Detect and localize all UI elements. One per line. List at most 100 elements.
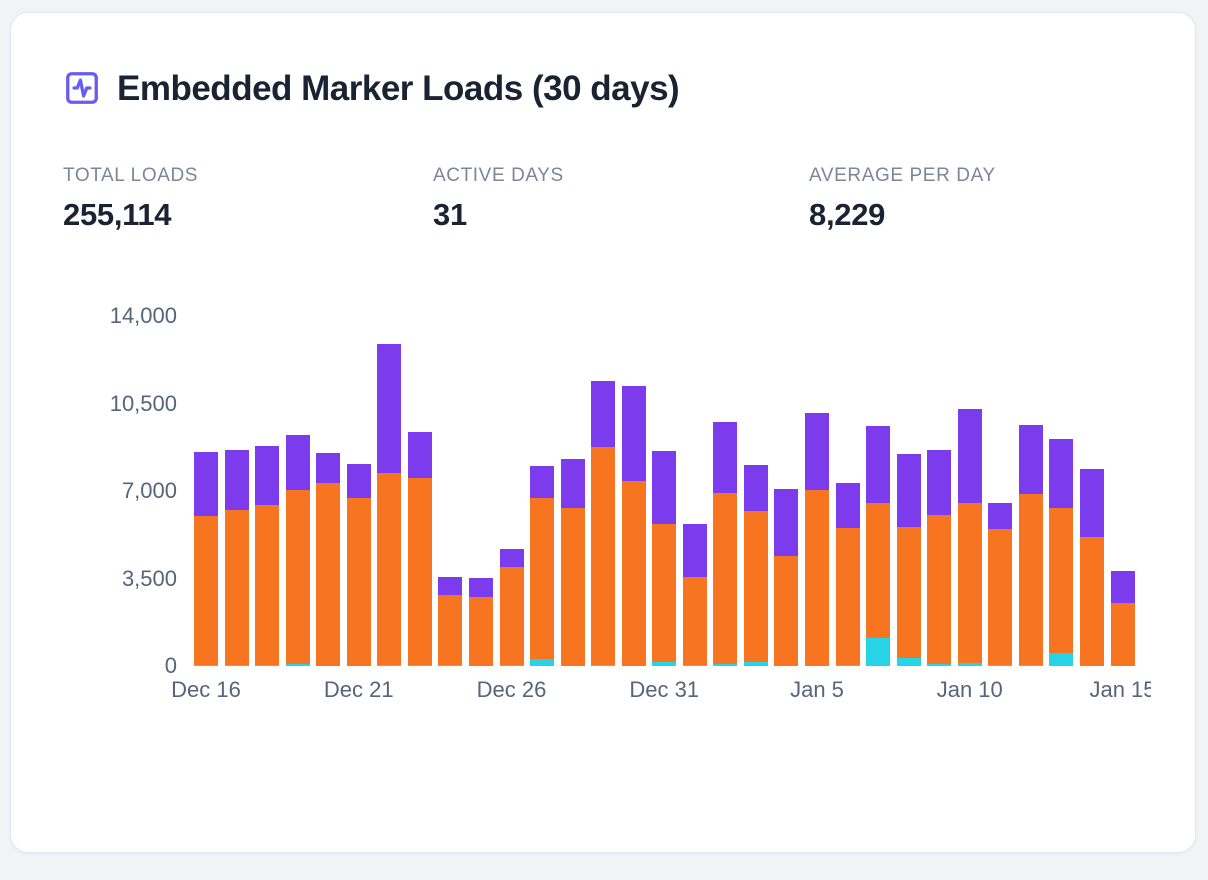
purple-segment[interactable] <box>407 432 432 478</box>
cyan-segment[interactable] <box>438 665 463 666</box>
cyan-segment[interactable] <box>866 638 891 666</box>
orange-segment[interactable] <box>682 577 707 665</box>
purple-segment[interactable] <box>1049 439 1074 508</box>
bar-jan-11[interactable] <box>988 502 1013 666</box>
orange-segment[interactable] <box>438 595 463 665</box>
purple-segment[interactable] <box>499 549 524 567</box>
bar-dec-24[interactable] <box>438 577 463 666</box>
bar-jan-7[interactable] <box>866 425 891 666</box>
purple-segment[interactable] <box>1018 425 1043 494</box>
cyan-segment[interactable] <box>652 661 677 666</box>
bar-dec-22[interactable] <box>377 343 402 666</box>
cyan-segment[interactable] <box>682 664 707 666</box>
orange-segment[interactable] <box>988 529 1013 665</box>
purple-segment[interactable] <box>652 451 677 525</box>
cyan-segment[interactable] <box>713 664 738 666</box>
purple-segment[interactable] <box>224 450 249 510</box>
purple-segment[interactable] <box>591 381 616 447</box>
cyan-segment[interactable] <box>285 664 310 666</box>
purple-segment[interactable] <box>713 422 738 493</box>
orange-segment[interactable] <box>621 481 646 666</box>
bar-dec-18[interactable] <box>255 446 280 666</box>
bar-dec-25[interactable] <box>468 578 493 666</box>
orange-segment[interactable] <box>591 447 616 666</box>
cyan-segment[interactable] <box>591 665 616 666</box>
cyan-segment[interactable] <box>407 664 432 666</box>
purple-segment[interactable] <box>316 452 341 483</box>
bar-jan-9[interactable] <box>927 450 952 666</box>
bar-dec-26[interactable] <box>499 549 524 666</box>
bar-jan-5[interactable] <box>805 413 829 666</box>
orange-segment[interactable] <box>224 510 249 665</box>
bar-jan-3[interactable] <box>743 465 768 666</box>
purple-segment[interactable] <box>377 343 402 473</box>
orange-segment[interactable] <box>743 511 768 663</box>
orange-segment[interactable] <box>499 567 524 665</box>
cyan-segment[interactable] <box>835 664 860 666</box>
purple-segment[interactable] <box>957 408 982 504</box>
purple-segment[interactable] <box>468 578 493 597</box>
purple-segment[interactable] <box>743 465 768 511</box>
orange-segment[interactable] <box>285 489 310 664</box>
orange-segment[interactable] <box>896 527 921 658</box>
cyan-segment[interactable] <box>255 665 280 666</box>
purple-segment[interactable] <box>927 450 952 516</box>
bar-jan-10[interactable] <box>957 408 982 666</box>
orange-segment[interactable] <box>866 502 891 639</box>
bar-jan-12[interactable] <box>1018 425 1043 666</box>
cyan-segment[interactable] <box>377 665 402 666</box>
cyan-segment[interactable] <box>1018 665 1043 666</box>
orange-segment[interactable] <box>468 597 493 666</box>
orange-segment[interactable] <box>1018 493 1043 666</box>
orange-segment[interactable] <box>1110 602 1135 666</box>
cyan-segment[interactable] <box>499 665 524 666</box>
bar-dec-28[interactable] <box>560 459 585 666</box>
orange-segment[interactable] <box>652 524 677 662</box>
purple-segment[interactable] <box>285 435 310 490</box>
orange-segment[interactable] <box>346 498 371 666</box>
purple-segment[interactable] <box>774 489 799 556</box>
purple-segment[interactable] <box>1110 571 1135 603</box>
orange-segment[interactable] <box>1049 507 1074 653</box>
bar-dec-19[interactable] <box>285 435 310 666</box>
purple-segment[interactable] <box>682 524 707 577</box>
bar-jan-13[interactable] <box>1049 439 1074 666</box>
purple-segment[interactable] <box>988 502 1013 530</box>
bar-jan-4[interactable] <box>774 489 799 666</box>
purple-segment[interactable] <box>438 577 463 595</box>
orange-segment[interactable] <box>530 497 555 659</box>
orange-segment[interactable] <box>957 503 982 663</box>
cyan-segment[interactable] <box>743 662 768 666</box>
bar-jan-2[interactable] <box>713 422 738 666</box>
purple-segment[interactable] <box>866 425 891 503</box>
purple-segment[interactable] <box>835 483 860 528</box>
bar-dec-17[interactable] <box>224 450 249 666</box>
purple-segment[interactable] <box>560 459 585 508</box>
orange-segment[interactable] <box>927 515 952 664</box>
bar-jan-1[interactable] <box>682 524 707 666</box>
orange-segment[interactable] <box>377 472 402 666</box>
orange-segment[interactable] <box>407 477 432 665</box>
bar-jan-8[interactable] <box>896 454 921 666</box>
cyan-segment[interactable] <box>927 663 952 666</box>
bar-dec-31[interactable] <box>652 451 677 666</box>
orange-segment[interactable] <box>316 482 341 666</box>
bar-dec-30[interactable] <box>621 386 646 666</box>
cyan-segment[interactable] <box>1049 652 1074 666</box>
cyan-segment[interactable] <box>530 659 555 666</box>
cyan-segment[interactable] <box>957 662 982 666</box>
cyan-segment[interactable] <box>194 664 218 666</box>
purple-segment[interactable] <box>805 413 829 491</box>
orange-segment[interactable] <box>805 490 829 666</box>
purple-segment[interactable] <box>255 446 280 506</box>
orange-segment[interactable] <box>1079 537 1104 666</box>
orange-segment[interactable] <box>255 505 280 665</box>
bar-dec-29[interactable] <box>591 381 616 666</box>
cyan-segment[interactable] <box>988 665 1013 666</box>
bar-jan-15[interactable] <box>1110 571 1135 666</box>
orange-segment[interactable] <box>713 492 738 664</box>
bar-dec-27[interactable] <box>530 466 555 666</box>
orange-segment[interactable] <box>194 516 218 665</box>
cyan-segment[interactable] <box>224 665 249 666</box>
orange-segment[interactable] <box>560 507 585 666</box>
